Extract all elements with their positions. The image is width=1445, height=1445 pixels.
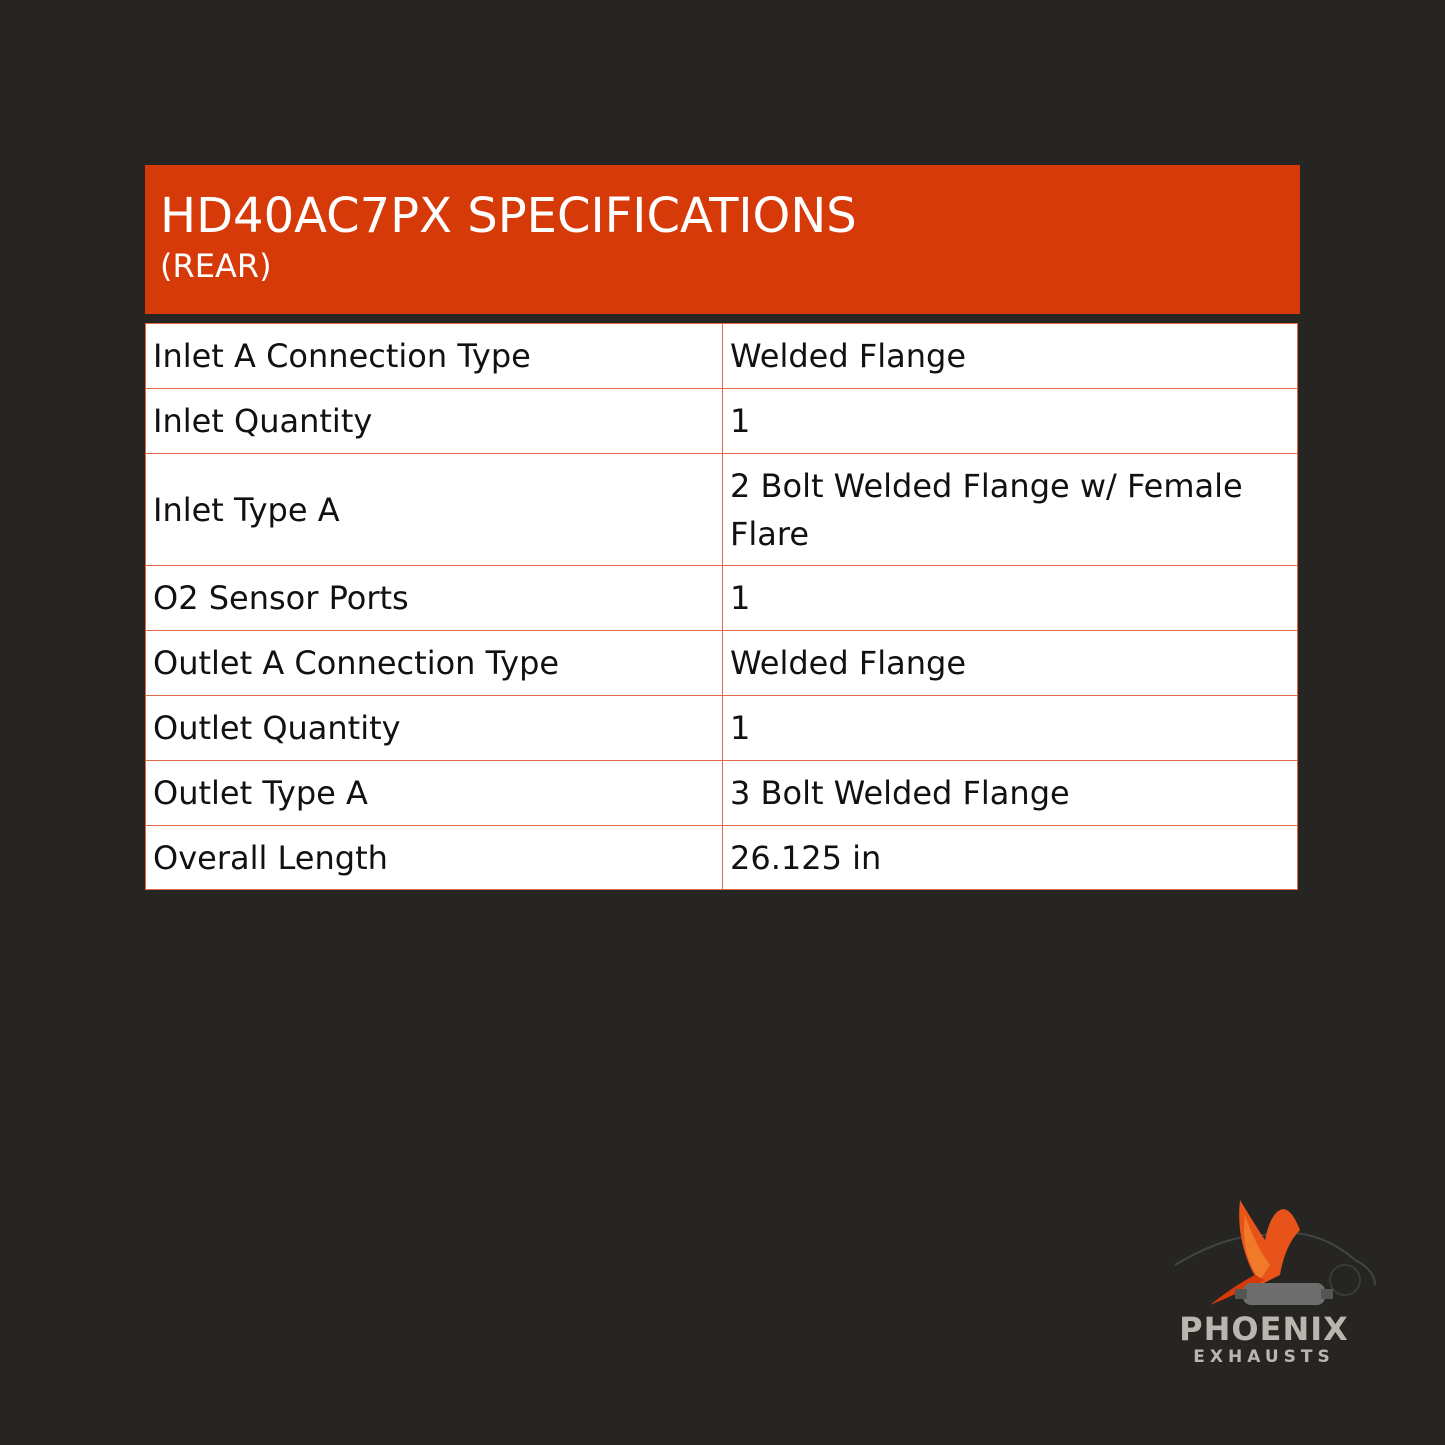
- spec-label: Overall Length: [145, 825, 723, 890]
- spec-header: HD40AC7PX SPECIFICATIONS (REAR): [145, 165, 1300, 314]
- spec-value: Welded Flange: [722, 630, 1298, 696]
- spec-label: Outlet A Connection Type: [145, 630, 723, 696]
- phoenix-logo-icon: [1174, 1200, 1376, 1305]
- spec-value: 1: [722, 388, 1298, 454]
- spec-value: 2 Bolt Welded Flange w/ Female Flare: [722, 453, 1298, 566]
- spec-label: Outlet Quantity: [145, 695, 723, 761]
- brand-name: PHOENIX: [1179, 1310, 1349, 1348]
- spec-value: 1: [722, 565, 1298, 631]
- page-title: HD40AC7PX SPECIFICATIONS: [160, 188, 857, 244]
- table-row: Overall Length 26.125 in: [145, 825, 1298, 890]
- page-subtitle: (REAR): [160, 247, 272, 285]
- table-row: Outlet Quantity 1: [145, 695, 1298, 761]
- table-row: O2 Sensor Ports 1: [145, 565, 1298, 631]
- spec-value: Welded Flange: [722, 323, 1298, 389]
- spec-label: Inlet A Connection Type: [145, 323, 723, 389]
- spec-table: Inlet A Connection Type Welded Flange Inl…: [145, 323, 1298, 890]
- spec-value: 3 Bolt Welded Flange: [722, 760, 1298, 826]
- spec-label: Outlet Type A: [145, 760, 723, 826]
- spec-label: O2 Sensor Ports: [145, 565, 723, 631]
- table-row: Outlet A Connection Type Welded Flange: [145, 630, 1298, 696]
- spec-label: Inlet Type A: [145, 453, 723, 566]
- spec-value: 1: [722, 695, 1298, 761]
- brand-wordmark: PHOENIX EXHAUSTS: [1165, 1310, 1363, 1366]
- spec-label: Inlet Quantity: [145, 388, 723, 454]
- table-row: Inlet A Connection Type Welded Flange: [145, 323, 1298, 389]
- spec-value: 26.125 in: [722, 825, 1298, 890]
- table-row: Inlet Quantity 1: [145, 388, 1298, 454]
- brand-tagline: EXHAUSTS: [1193, 1347, 1335, 1367]
